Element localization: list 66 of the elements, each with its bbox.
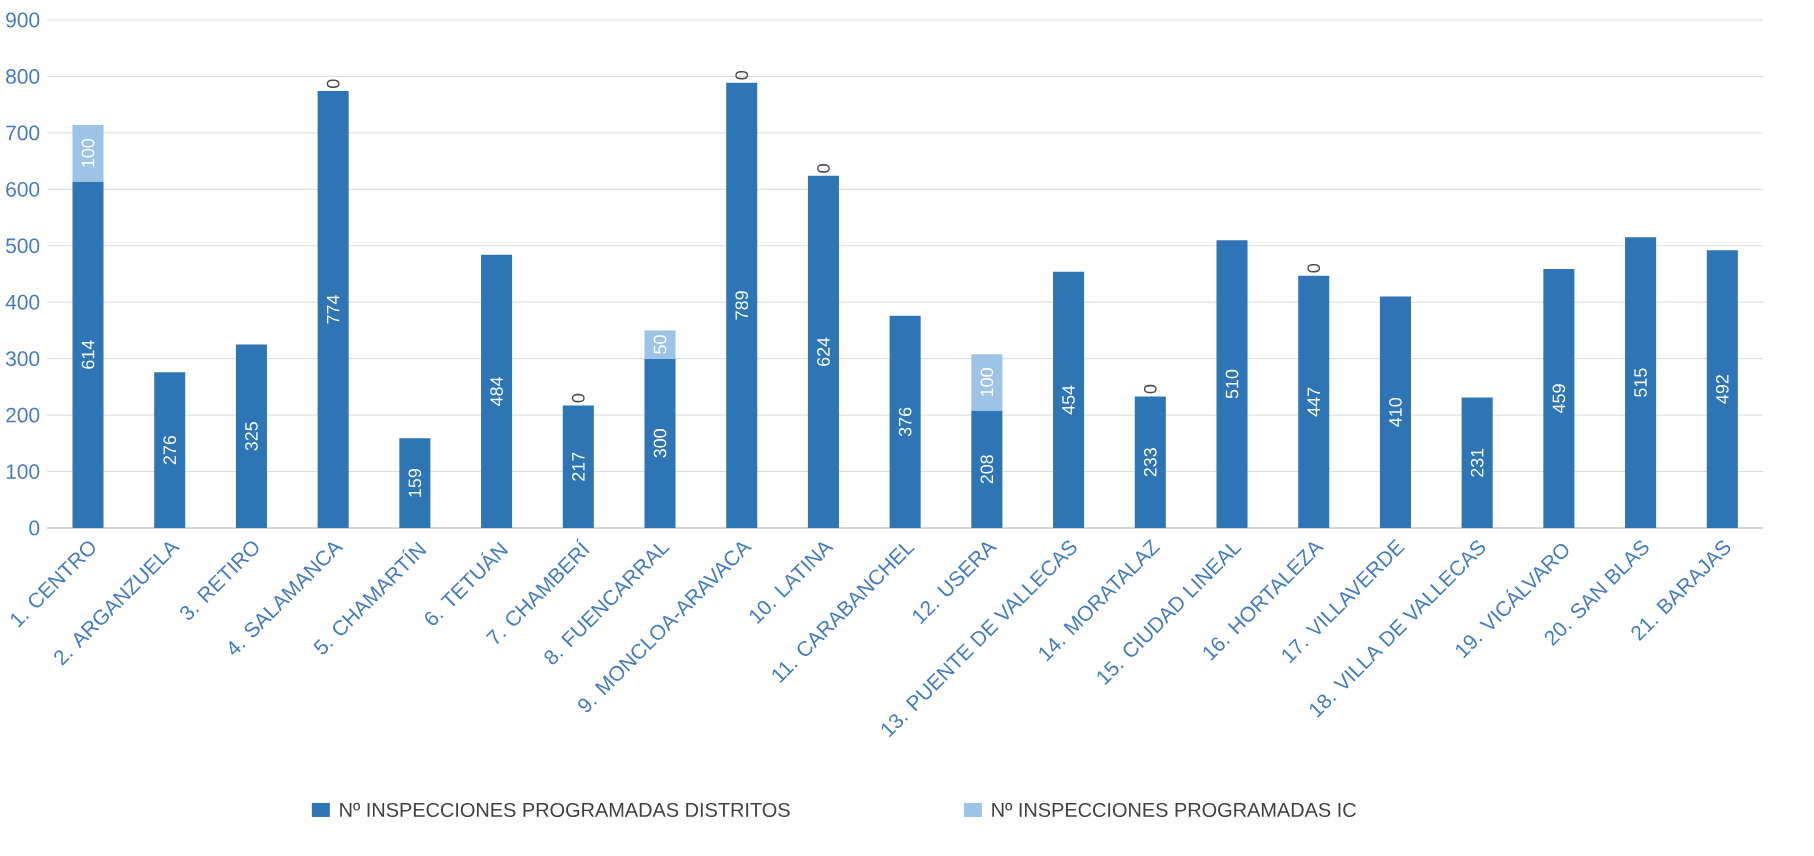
- data-label: 50: [653, 335, 667, 354]
- data-label: 774: [326, 295, 340, 324]
- data-label: 231: [1470, 448, 1484, 477]
- bar: [1134, 396, 1166, 528]
- y-tick-label: 200: [6, 407, 40, 423]
- bar: [1625, 237, 1657, 528]
- data-label: 376: [898, 407, 912, 437]
- data-label: 454: [1062, 385, 1075, 415]
- bar: [562, 405, 594, 528]
- data-label: 614: [81, 340, 95, 369]
- data-label: 100: [81, 138, 95, 167]
- data-label: 208: [980, 455, 994, 484]
- data-label: 0: [326, 79, 340, 89]
- data-label: 0: [1143, 384, 1157, 394]
- bar: [72, 181, 104, 528]
- bar: [971, 410, 1003, 528]
- data-label: 515: [1634, 368, 1647, 397]
- data-label: 0: [571, 393, 585, 403]
- data-label: 624: [817, 337, 830, 366]
- bar: [1379, 296, 1411, 528]
- data-label: 459: [1552, 384, 1566, 414]
- bar: [726, 82, 758, 528]
- data-label: 325: [245, 422, 258, 451]
- data-label: 410: [1389, 398, 1402, 427]
- data-label: 233: [1143, 448, 1157, 477]
- legend-label: Nº INSPECCIONES PROGRAMADAS IC: [992, 802, 1356, 817]
- y-tick-label: 500: [6, 238, 40, 254]
- data-label: 276: [163, 435, 177, 465]
- y-tick-label: 600: [6, 181, 40, 197]
- bar: [971, 354, 1003, 411]
- y-tick-label: 700: [6, 125, 40, 141]
- y-tick-label: 900: [6, 12, 40, 28]
- bar: [1216, 240, 1248, 528]
- bar: [235, 344, 267, 528]
- bar: [1298, 275, 1330, 528]
- data-label: 447: [1307, 387, 1320, 417]
- y-tick-label: 800: [6, 69, 40, 84]
- data-label: 159: [408, 469, 422, 497]
- data-label: 492: [1715, 375, 1729, 404]
- data-label: 0: [817, 164, 830, 173]
- bar: [644, 358, 676, 528]
- bar: [317, 91, 349, 528]
- bar: [1461, 397, 1493, 528]
- data-label: 300: [653, 429, 667, 458]
- data-label: 789: [735, 291, 749, 320]
- data-label: 510: [1225, 369, 1239, 399]
- y-tick-label: 300: [5, 351, 40, 367]
- data-label: 484: [490, 376, 503, 406]
- bar: [889, 315, 921, 528]
- bar: [1053, 271, 1085, 528]
- bar: [399, 438, 431, 528]
- y-tick-label: 400: [5, 294, 40, 310]
- bar: [481, 254, 513, 528]
- y-tick-label: 0: [29, 520, 40, 536]
- data-label: 100: [980, 368, 994, 396]
- bar: [807, 175, 839, 528]
- legend-label: Nº INSPECCIONES PROGRAMADAS DISTRITOS: [340, 802, 790, 817]
- data-label: 0: [1307, 264, 1321, 273]
- bar: [72, 124, 104, 182]
- bar: [644, 330, 676, 359]
- y-tick-label: 100: [6, 464, 40, 479]
- bar: [154, 372, 186, 528]
- data-label: 217: [572, 452, 585, 481]
- data-label: 0: [735, 70, 749, 80]
- bar: [1706, 250, 1738, 528]
- bar: [1543, 268, 1575, 528]
